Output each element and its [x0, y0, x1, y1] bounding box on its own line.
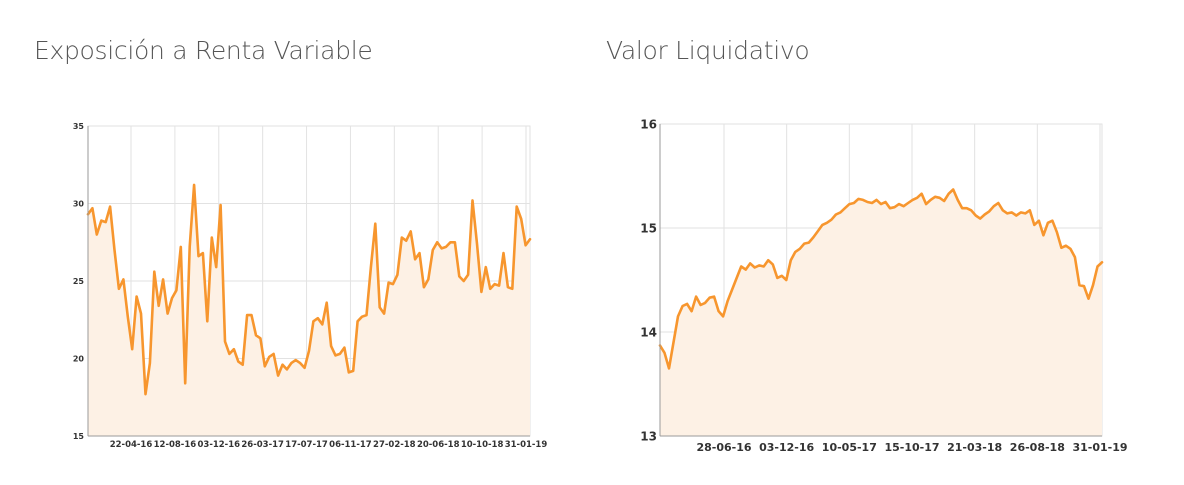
right-chart-title: Valor Liquidativo — [606, 36, 810, 65]
right-x-tick-label: 31-01-19 — [1072, 441, 1127, 454]
left-y-tick-label: 20 — [73, 355, 85, 364]
left-y-tick-label: 15 — [73, 432, 85, 441]
right-x-tick-label: 15-10-17 — [884, 441, 939, 454]
left-chart-title: Exposición a Renta Variable — [34, 36, 373, 65]
right-y-tick-label: 13 — [640, 430, 657, 444]
left-x-tick-label: 17-07-17 — [285, 440, 328, 450]
left-x-tick-label: 03-12-16 — [198, 440, 241, 450]
left-x-tick-label: 12-08-16 — [154, 440, 197, 450]
left-x-tick-label: 22-04-16 — [110, 440, 153, 450]
right-y-tick-label: 15 — [640, 222, 657, 236]
left-x-tick-label: 10-10-18 — [461, 440, 504, 450]
right-x-tick-label: 03-12-16 — [759, 441, 814, 454]
left-x-tick-label: 31-01-19 — [505, 440, 548, 450]
left-y-tick-label: 25 — [73, 277, 85, 286]
left-x-tick-label: 06-11-17 — [329, 440, 372, 450]
right-y-tick-label: 14 — [640, 326, 657, 340]
right-x-tick-label: 21-03-18 — [947, 441, 1002, 454]
right-x-tick-label: 26-08-18 — [1010, 441, 1065, 454]
left-y-tick-label: 30 — [73, 200, 85, 209]
right-y-tick-label: 16 — [640, 118, 657, 132]
left-series-area — [88, 184, 530, 436]
left-x-tick-label: 27-02-18 — [373, 440, 416, 450]
left-x-tick-label: 20-06-18 — [417, 440, 460, 450]
right-x-tick-label: 10-05-17 — [822, 441, 877, 454]
left-x-tick-label: 26-03-17 — [241, 440, 284, 450]
right-x-tick-label: 28-06-16 — [696, 441, 751, 454]
right-series-area — [660, 189, 1102, 436]
left-y-tick-label: 35 — [73, 122, 85, 131]
